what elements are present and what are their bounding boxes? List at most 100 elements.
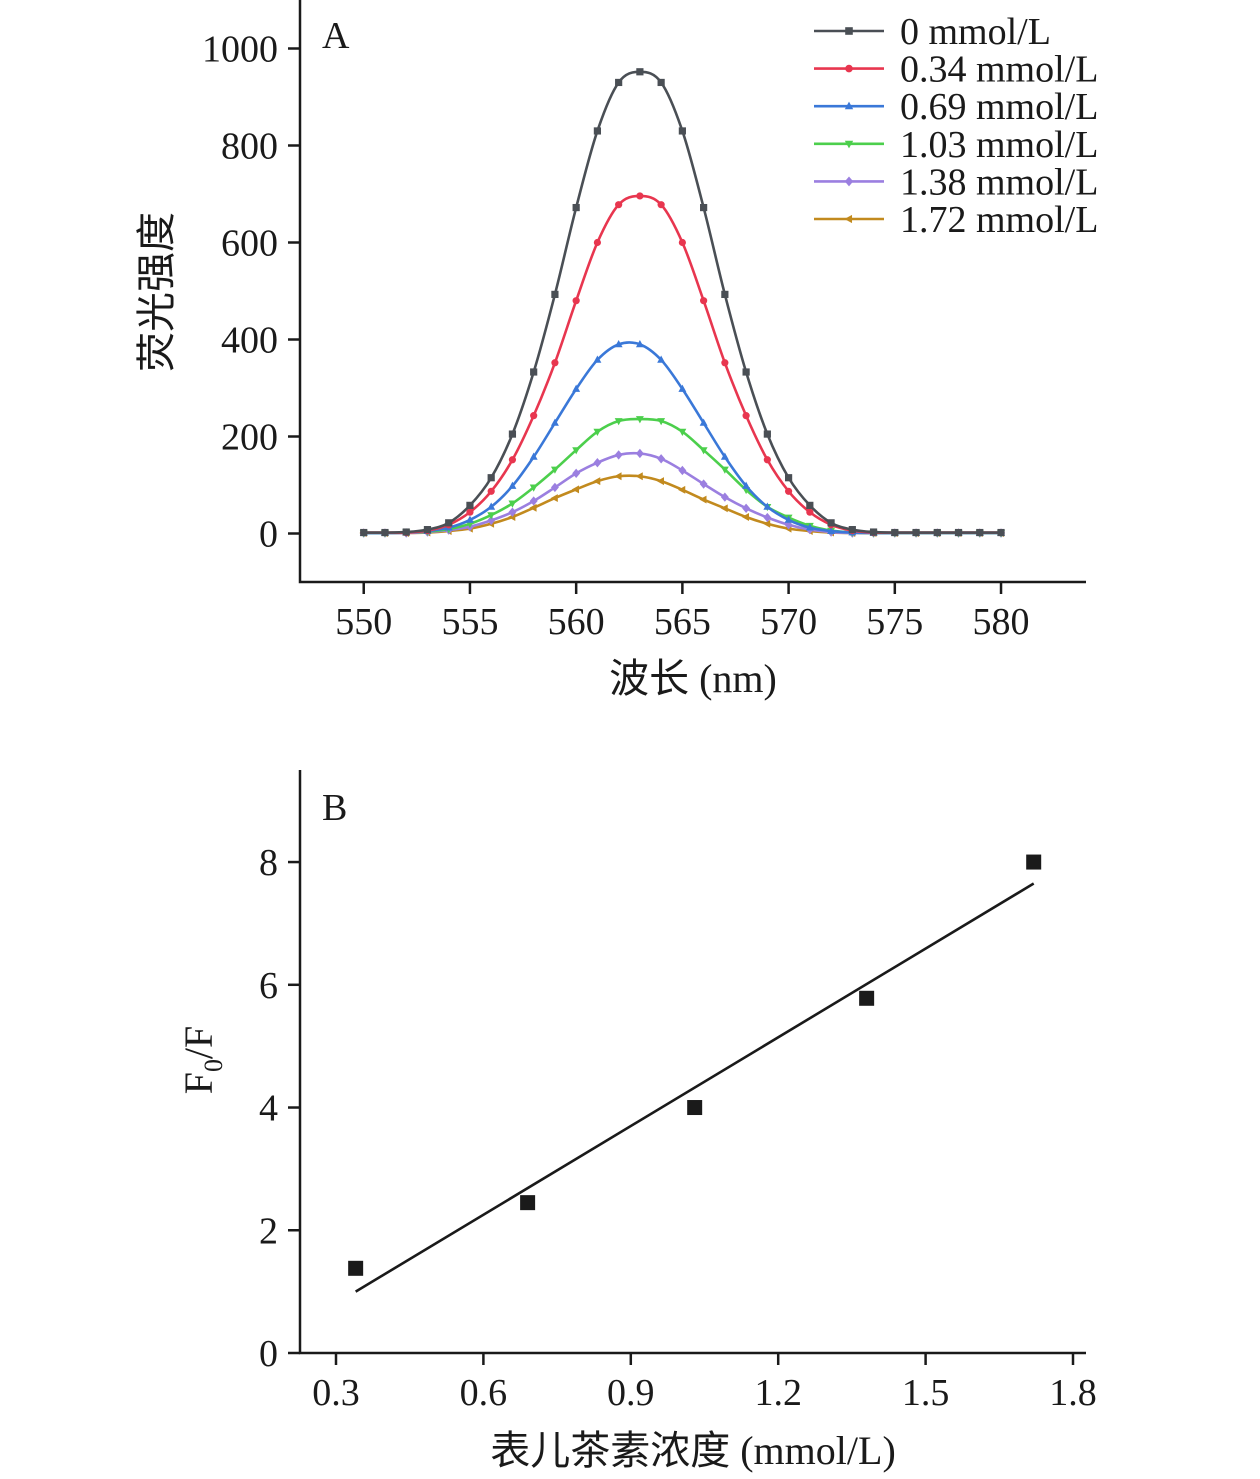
- data-point: [487, 512, 496, 520]
- data-point: [593, 458, 602, 468]
- data-point: [720, 492, 729, 502]
- data-point: [784, 474, 793, 482]
- data-point: [869, 528, 878, 536]
- data-point: [741, 513, 749, 521]
- data-point: [635, 472, 643, 481]
- data-point: [445, 519, 453, 527]
- y-tick-label: 600: [221, 223, 278, 265]
- data-point: [508, 481, 517, 489]
- data-point: [423, 526, 432, 534]
- data-point: [678, 485, 686, 494]
- data-point: [529, 496, 538, 506]
- data-point: [678, 127, 686, 135]
- legend-marker: [844, 176, 854, 187]
- data-point: [551, 290, 559, 298]
- data-point: [720, 504, 728, 513]
- data-point: [699, 479, 708, 489]
- data-point: [678, 465, 687, 476]
- data-point: [614, 450, 623, 460]
- panel-b-chart: 0 2 4 6 8 0.3 0.6 0.9 1.2 1.5 1.8 B 表儿茶素浓度 (mmol/…: [176, 770, 1097, 1473]
- legend-label: 1.38 mmol/L: [900, 161, 1098, 203]
- data-point: [784, 487, 793, 495]
- legend-label: 0 mmol/L: [900, 11, 1051, 53]
- data-point: [933, 528, 941, 537]
- data-point: [635, 416, 644, 424]
- data-point: [348, 1260, 364, 1276]
- data-point: [687, 1100, 703, 1116]
- data-point: [699, 495, 707, 504]
- data-point: [699, 447, 708, 455]
- data-point: [520, 1195, 536, 1211]
- x-tick-label: 560: [548, 601, 605, 643]
- data-point: [827, 526, 836, 534]
- data-point: [466, 501, 474, 509]
- data-point: [742, 412, 750, 420]
- series-group: [360, 192, 1005, 537]
- data-point: [614, 418, 623, 426]
- data-point: [550, 494, 558, 503]
- data-point: [657, 454, 666, 464]
- data-point: [508, 430, 517, 438]
- x-tick-label: 0.3: [312, 1372, 360, 1414]
- legend-label: 1.72 mmol/L: [900, 199, 1098, 241]
- data-point: [657, 355, 666, 363]
- data-point: [784, 515, 793, 523]
- data-point: [530, 368, 538, 376]
- panel-b-plot: [348, 854, 1042, 1293]
- x-tick-label: 0.9: [607, 1372, 655, 1414]
- data-point: [571, 485, 580, 494]
- legend-item: 0.34 mmol/L: [814, 49, 1098, 91]
- series-group: [359, 340, 1005, 536]
- legend-marker: [844, 140, 854, 149]
- data-point: [954, 528, 963, 537]
- data-point: [678, 238, 686, 247]
- data-point: [635, 448, 644, 459]
- data-point: [721, 290, 729, 298]
- data-point: [636, 192, 644, 200]
- panel-a-x-axis-title: 波长 (nm): [609, 656, 777, 701]
- x-tick-label: 1.8: [1049, 1372, 1097, 1414]
- data-point: [1026, 854, 1042, 870]
- x-tick-label: 580: [973, 601, 1030, 643]
- data-point: [487, 502, 496, 510]
- series-line: [363, 194, 1002, 534]
- data-point: [615, 201, 623, 209]
- data-point: [593, 477, 601, 486]
- data-point: [700, 297, 708, 305]
- y-tick-label: 4: [259, 1088, 278, 1130]
- data-point: [763, 430, 771, 438]
- panel-a-y-axis-title: 荧光强度: [134, 212, 179, 372]
- y-tick-label: 0: [259, 514, 278, 556]
- legend-item: 1.03 mmol/L: [814, 124, 1098, 166]
- data-point: [508, 456, 517, 464]
- y-tick-label: 1000: [202, 29, 278, 71]
- x-tick-label: 575: [866, 601, 923, 643]
- x-tick-label: 1.2: [754, 1372, 802, 1414]
- legend-marker: [845, 64, 853, 73]
- data-point: [615, 78, 623, 87]
- data-point: [572, 447, 581, 455]
- x-tick-label: 555: [441, 601, 498, 643]
- data-point: [465, 515, 474, 523]
- fit-line: [354, 882, 1035, 1293]
- data-point: [466, 508, 474, 516]
- data-point: [487, 487, 495, 495]
- data-point: [529, 503, 537, 512]
- data-point: [381, 528, 389, 537]
- data-point: [508, 507, 517, 517]
- y-tick-label: 8: [259, 842, 278, 884]
- data-point: [572, 297, 580, 305]
- panel-a-y-ticks: 0 200 400 600 800 1000: [202, 29, 300, 556]
- data-point: [487, 515, 496, 526]
- data-point: [656, 477, 665, 486]
- panel-a-axes: [298, 0, 1086, 584]
- legend-marker: [844, 101, 854, 110]
- data-point: [976, 528, 984, 537]
- data-point: [806, 508, 814, 516]
- x-tick-label: 1.5: [902, 1372, 950, 1414]
- data-point: [508, 500, 517, 508]
- panel-b-y-ticks: 0 2 4 6 8: [259, 842, 300, 1375]
- series-line: [363, 451, 1002, 535]
- panel-a-label: A: [322, 15, 350, 57]
